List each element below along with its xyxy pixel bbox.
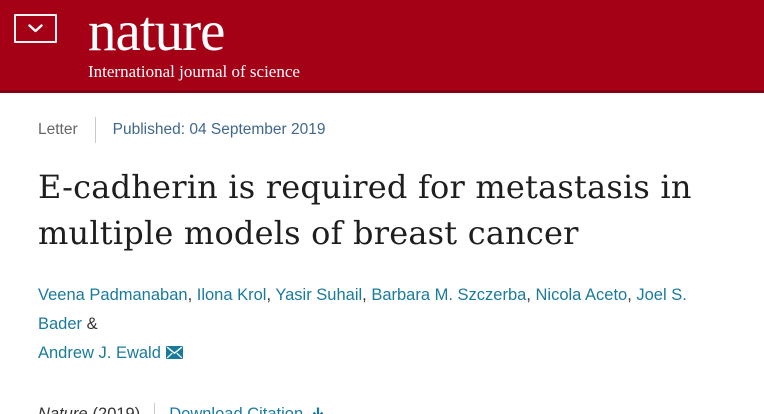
author-link[interactable]: Joel S. Bader — [38, 286, 687, 333]
journal-name: Nature — [38, 404, 88, 414]
menu-toggle-button[interactable] — [14, 14, 57, 43]
author-separator: , — [187, 286, 197, 304]
journal-tagline: International journal of science — [88, 62, 300, 81]
divider — [94, 117, 96, 143]
citation-year: (2019) — [92, 404, 141, 414]
author-separator: , — [266, 286, 276, 304]
chevron-down-icon — [28, 24, 43, 33]
author-list: Veena Padmanaban, Ilona Krol, Yasir Suha… — [38, 281, 728, 369]
citation-row: Nature (2019) Download Citation — [38, 403, 728, 414]
author-email-link[interactable] — [165, 340, 183, 369]
author-separator: , — [362, 286, 372, 304]
title-line-2: multiple models of breast cancer — [38, 214, 579, 252]
published-date: Published: 04 September 2019 — [112, 121, 326, 138]
article-title: E-cadherin is required for metastasis in… — [38, 164, 728, 256]
author-link[interactable]: Nicola Aceto — [535, 286, 628, 304]
title-line-1: E-cadherin is required for metastasis in — [38, 168, 692, 206]
download-icon — [303, 406, 326, 414]
nature-header: nature International journal of science — [0, 0, 764, 93]
article-meta-row: Letter Published: 04 September 2019 — [38, 117, 728, 143]
article-header-section: Letter Published: 04 September 2019 E-ca… — [0, 93, 764, 414]
download-citation-label: Download Citation — [169, 404, 304, 414]
nature-logo[interactable]: nature — [88, 0, 225, 63]
author-last-separator: & — [82, 315, 98, 333]
author-link[interactable]: Yasir Suhail — [275, 286, 363, 304]
author-link[interactable]: Veena Padmanaban — [38, 286, 188, 304]
author-link[interactable]: Ilona Krol — [196, 286, 267, 304]
article-type-label: Letter — [38, 121, 78, 138]
author-separator: , — [627, 286, 637, 304]
download-citation-link[interactable]: Download Citation — [169, 405, 326, 414]
author-separator: , — [526, 286, 536, 304]
journal-citation: Nature (2019) — [38, 405, 140, 414]
divider — [154, 403, 156, 414]
envelope-icon — [165, 345, 183, 363]
logo-block: nature International journal of science — [88, 2, 300, 81]
author-link[interactable]: Andrew J. Ewald — [38, 344, 161, 362]
author-link[interactable]: Barbara M. Szczerba — [371, 286, 527, 304]
